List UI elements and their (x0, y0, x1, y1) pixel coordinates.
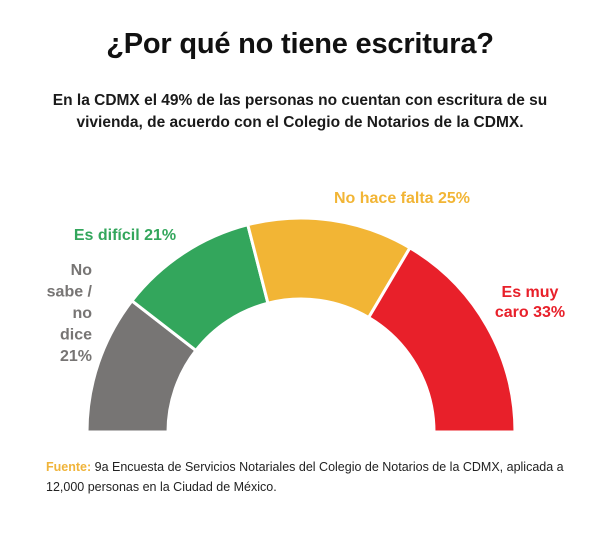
chart-subtitle: En la CDMX el 49% de las personas no cue… (52, 92, 548, 131)
slice-es-muy-caro (366, 245, 517, 434)
label-no-hace-falta: No hace falta 25% (334, 190, 470, 207)
source-label: Fuente: (46, 460, 92, 474)
source-text: 9a Encuesta de Servicios Notariales del … (46, 460, 564, 494)
chart-title: ¿Por qué no tiene escritura? (106, 28, 494, 60)
label-no-sabe: No sabe / no dice 21% (47, 262, 93, 365)
source-note: Fuente: 9a Encuesta de Servicios Notaria… (46, 457, 576, 497)
label-es-dificil: Es difícil 21% (74, 227, 176, 244)
label-es-muy-caro: Es muy caro 33% (495, 284, 565, 321)
